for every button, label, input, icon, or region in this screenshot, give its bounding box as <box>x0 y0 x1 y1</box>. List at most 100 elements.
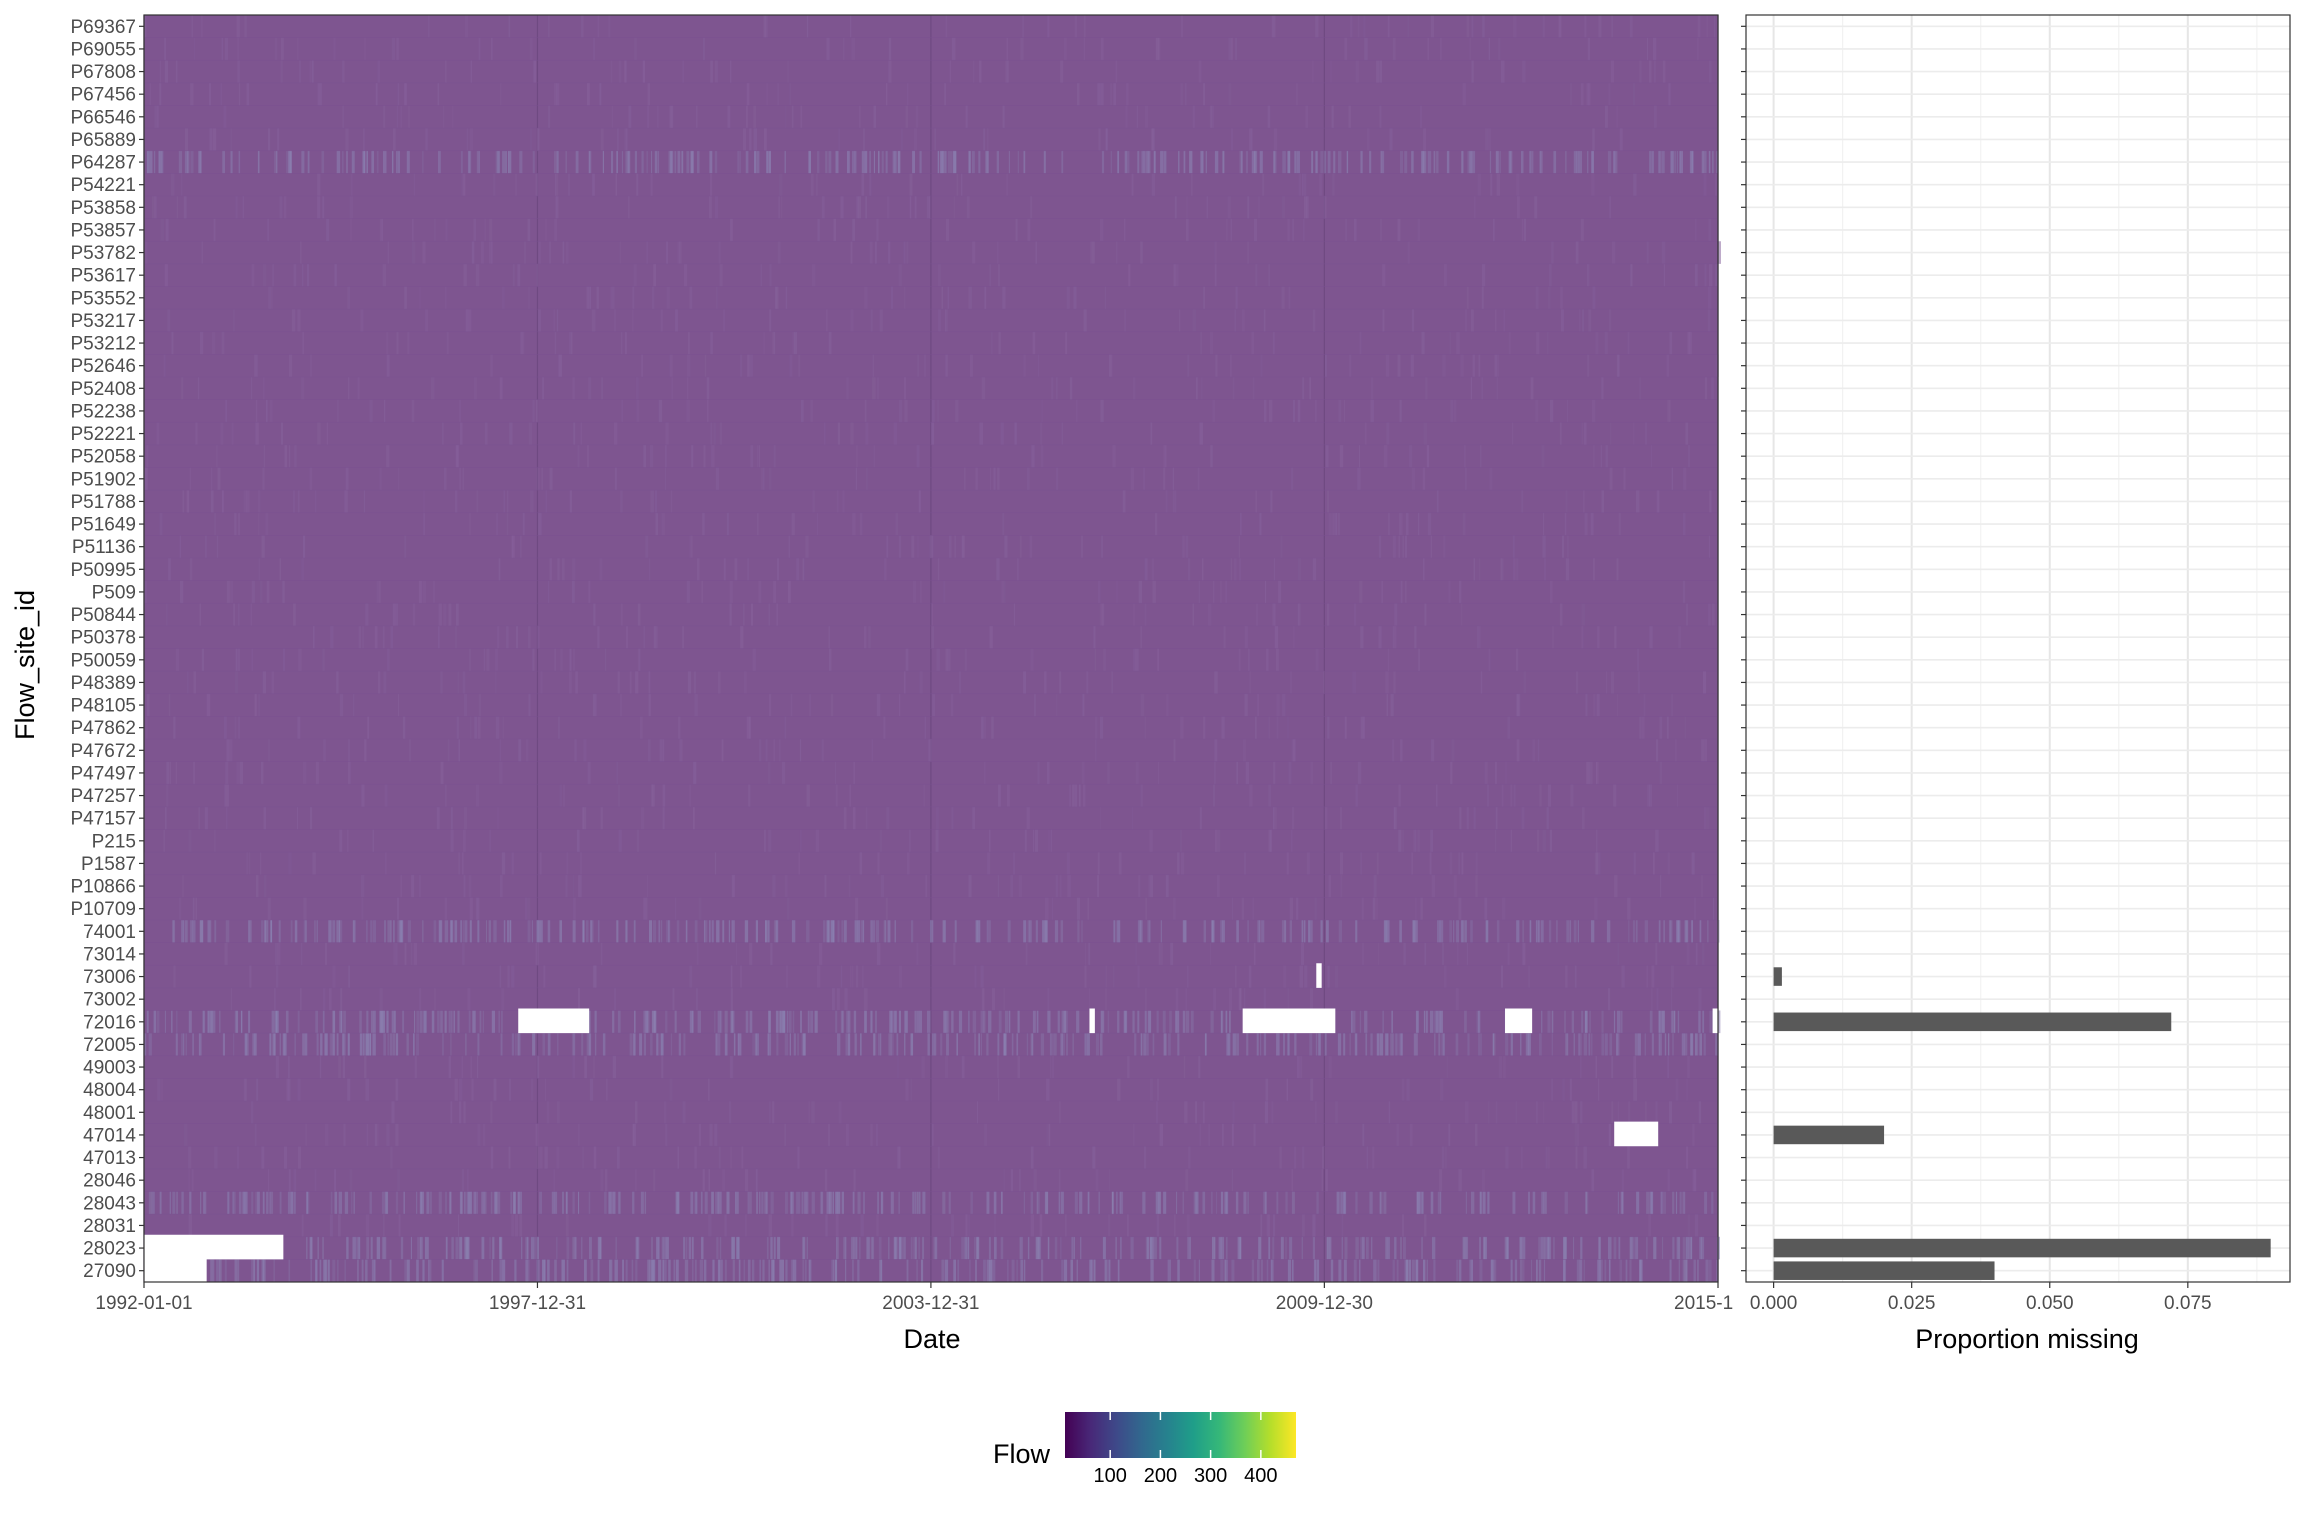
heatmap-row <box>144 1077 1718 1102</box>
y-tick-label: P66546 <box>70 107 136 128</box>
missing-proportion-panel: 0.000 0.025 0.050 0.075 <box>1741 14 2291 1314</box>
y-tick-label: 74001 <box>83 922 136 943</box>
y-tick-label: 47013 <box>83 1148 136 1169</box>
missing-period <box>1505 1008 1533 1034</box>
heatmap-row <box>144 919 1720 943</box>
missing-period <box>144 1234 284 1260</box>
heatmap-row <box>144 105 1718 129</box>
heatmap-row <box>144 512 1718 536</box>
heatmap-row <box>144 738 1718 762</box>
y-tick-label: P69055 <box>70 39 136 60</box>
heatmap-row <box>144 806 1718 830</box>
y-tick-label: P47257 <box>70 786 136 807</box>
heatmap-row <box>144 534 1718 559</box>
y-tick-label: P52408 <box>70 379 136 400</box>
x-tick-label: 1992-01-01 <box>95 1293 192 1314</box>
missing-period <box>1712 1008 1718 1034</box>
y-tick-label: P53858 <box>70 198 136 219</box>
heatmap-row <box>144 127 1718 151</box>
heatmap-row <box>144 1145 1718 1169</box>
heatmap-row <box>144 1123 1718 1147</box>
missing-bar-47014 <box>1773 1125 1885 1145</box>
heatmap-row <box>144 263 1718 287</box>
heatmap-row <box>144 648 1718 672</box>
missing-period <box>1316 963 1322 988</box>
y-tick-label: P52238 <box>70 401 136 422</box>
y-tick-label: 72016 <box>83 1012 136 1033</box>
missing-period <box>1614 1121 1659 1147</box>
heatmap-row <box>144 37 1718 61</box>
y-tick-label: 28043 <box>83 1193 136 1214</box>
missing-bar-72016 <box>1773 1012 2172 1032</box>
heatmap-row <box>144 625 1718 649</box>
y-tick-label: 48004 <box>83 1080 136 1101</box>
y-tick-label: P47157 <box>70 809 136 830</box>
y-tick-label: P53857 <box>70 220 136 241</box>
flow-color-legend: Flow 100 200 300 400 <box>993 1412 1296 1487</box>
heatmap-row <box>144 874 1718 898</box>
legend-tick-label: 100 <box>1094 1465 1127 1487</box>
y-tick-label: P53617 <box>70 266 136 287</box>
heatmap-row <box>144 693 1718 717</box>
y-tick-label: P67456 <box>70 85 136 106</box>
missing-period <box>1089 1008 1095 1034</box>
missing-bar-73006 <box>1773 967 1782 986</box>
legend-tick-label: 200 <box>1144 1465 1177 1487</box>
heatmap-y-axis-title: Flow_site_id <box>10 590 40 740</box>
heatmap-row <box>144 557 1718 581</box>
bar-x-tick-label: 0.075 <box>2164 1293 2212 1314</box>
x-tick-label: 2003-12-31 <box>882 1293 979 1314</box>
heatmap-row <box>144 964 1718 988</box>
missing-bar-27090 <box>1773 1261 1995 1280</box>
heatmap-row <box>144 761 1718 785</box>
legend-tick-label: 300 <box>1194 1465 1227 1487</box>
y-tick-label: P53552 <box>70 288 136 309</box>
y-tick-label: P50995 <box>70 560 136 581</box>
y-tick-label: 72005 <box>83 1035 136 1056</box>
y-tick-label: P51788 <box>70 492 136 513</box>
heatmap-row <box>144 602 1718 626</box>
heatmap-row <box>144 1032 1718 1056</box>
heatmap-row <box>144 896 1718 921</box>
y-tick-label: 27090 <box>83 1261 136 1282</box>
y-tick-label: P51902 <box>70 469 136 490</box>
heatmap-row <box>144 467 1718 491</box>
y-tick-label: 28046 <box>83 1171 136 1192</box>
heatmap-row <box>144 670 1718 694</box>
y-tick-label: 48001 <box>83 1103 136 1124</box>
heatmap-row <box>144 715 1718 740</box>
bar-x-tick-label: 0.025 <box>1888 1293 1936 1314</box>
y-tick-label: 73014 <box>83 944 136 965</box>
heatmap-row <box>144 308 1718 332</box>
y-tick-label: P53212 <box>70 334 136 355</box>
heatmap-row <box>144 172 1718 197</box>
y-tick-label: P54221 <box>70 175 136 196</box>
heatmap-row <box>144 489 1718 513</box>
y-tick-label: 73006 <box>83 967 136 988</box>
y-tick-label: P47497 <box>70 763 136 784</box>
y-tick-label: 28031 <box>83 1216 136 1237</box>
heatmap-row <box>144 218 1718 242</box>
flow-heatmap-panel: P69367P69055P67808P67456P66546P65889P642… <box>70 14 1733 1314</box>
missing-period <box>518 1008 590 1034</box>
y-tick-label: P10866 <box>70 877 136 898</box>
heatmap-row <box>144 1100 1718 1124</box>
heatmap-row <box>144 942 1718 966</box>
y-tick-label: P215 <box>92 831 136 852</box>
heatmap-row <box>144 1213 1718 1237</box>
missing-period <box>144 1257 207 1282</box>
heatmap-row <box>144 580 1718 604</box>
y-tick-label: 28023 <box>83 1239 136 1260</box>
y-tick-label: P53782 <box>70 243 136 264</box>
bar-panel-background <box>1746 15 2290 1282</box>
y-tick-label: P50844 <box>70 605 136 626</box>
heatmap-row <box>144 444 1718 468</box>
y-tick-label: P48389 <box>70 673 136 694</box>
y-tick-label: P67808 <box>70 62 136 83</box>
bar-x-axis-title: Proportion missing <box>1915 1324 2139 1354</box>
bar-x-tick-label: 0.050 <box>2026 1293 2074 1314</box>
heatmap-row <box>144 82 1718 106</box>
heatmap-row <box>144 851 1718 875</box>
x-tick-label: 2015-1 <box>1674 1293 1733 1314</box>
